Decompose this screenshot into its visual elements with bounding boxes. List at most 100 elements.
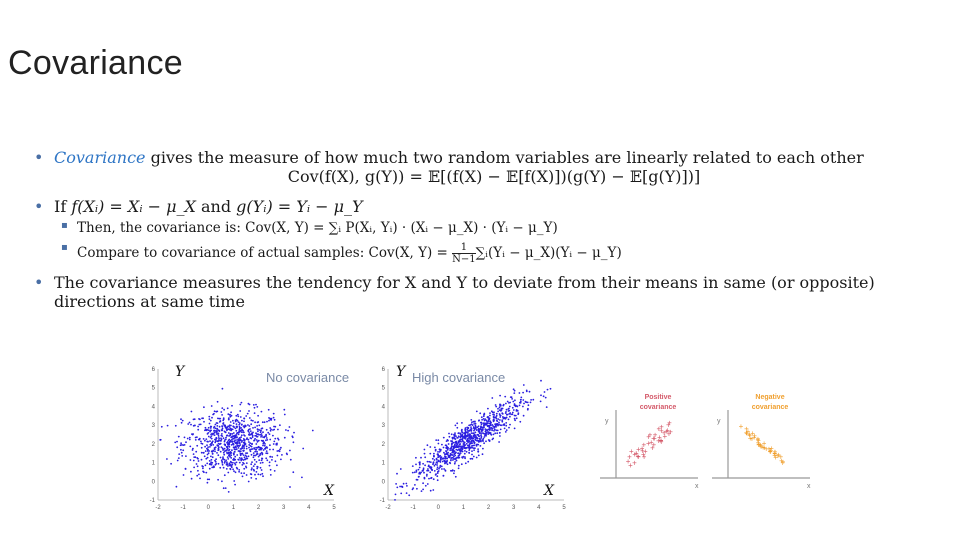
positive-cross: + [665, 426, 670, 435]
scatter-point [215, 430, 217, 433]
scatter-point [224, 424, 227, 427]
scatter-point [229, 433, 232, 436]
scatter-point [238, 427, 241, 430]
scatter-point [487, 407, 489, 410]
scatter-point [192, 418, 195, 421]
scatter-point [458, 452, 460, 455]
scatter-point [495, 412, 498, 415]
scatter-point [239, 438, 242, 441]
scatter-point [480, 433, 483, 435]
scatter-point [474, 420, 476, 423]
scatter-point [250, 423, 253, 426]
scatter-point [236, 441, 239, 443]
scatter-point [436, 468, 438, 471]
negative-label-2: covariance [752, 404, 789, 411]
scatter-point [493, 429, 495, 432]
scatter-point [291, 436, 294, 439]
negative-cross: + [739, 422, 744, 431]
scatter-point [471, 457, 473, 460]
scatter-point [244, 443, 246, 446]
scatter-point [433, 452, 435, 455]
scatter-point [467, 430, 469, 432]
positive-cross: + [664, 427, 669, 436]
scatter-point [292, 471, 295, 474]
scatter-point [210, 463, 213, 466]
scatter-point [491, 397, 494, 399]
scatter-point [226, 463, 229, 466]
scatter-point [433, 470, 436, 472]
negative-label-1: Negative [755, 394, 784, 401]
scatter-point [497, 418, 500, 420]
scatter-point [202, 470, 204, 473]
scatter-point [502, 417, 505, 420]
scatter-point [525, 401, 528, 404]
scatter-point [477, 439, 480, 442]
scatter-point [503, 423, 506, 426]
scatter-point [436, 472, 439, 474]
scatter-point [198, 437, 201, 440]
scatter-point [229, 455, 231, 458]
scatter-point [504, 417, 507, 420]
scatter-point [269, 468, 272, 471]
scatter-point [467, 460, 470, 463]
scatter-point [468, 452, 471, 454]
scatter-point [160, 425, 163, 428]
scatter-point [233, 458, 236, 461]
negative-cross: + [758, 441, 763, 450]
scatter-point [201, 465, 204, 467]
bullet-definition: Covariance gives the measure of how much… [34, 148, 934, 167]
scatter-point [237, 447, 240, 449]
scatter-point [235, 425, 238, 428]
scatter-point [251, 442, 253, 445]
scatter-point [180, 421, 183, 424]
scatter-point [230, 414, 233, 417]
scatter-point [235, 436, 237, 439]
scatter-point [200, 446, 203, 449]
scatter-point [203, 455, 206, 458]
scatter-point [232, 461, 234, 464]
no-covariance-plot: -2 -1 0 1 2 3 4 5 -1 0 1 2 3 4 5 6 [148, 365, 338, 511]
scatter-point [234, 420, 237, 423]
scatter-point [232, 419, 234, 422]
scatter-point [192, 433, 194, 435]
negative-cross: + [773, 449, 778, 458]
scatter-point [268, 417, 270, 419]
scatter-point [423, 452, 426, 455]
scatter-point [214, 423, 217, 426]
scatter-point [467, 437, 470, 439]
scatter-point [455, 435, 457, 438]
scatter-point [176, 446, 179, 449]
scatter-point [549, 387, 552, 390]
scatter-point [489, 420, 491, 423]
scatter-point [302, 447, 305, 450]
scatter-point [221, 425, 223, 427]
scatter-point [255, 461, 258, 463]
scatter-point [522, 399, 525, 401]
scatter-point [209, 425, 212, 428]
scatter-point [216, 427, 219, 430]
scatter-point [204, 439, 206, 442]
scatter-point [208, 450, 210, 452]
negative-cross: + [779, 456, 784, 465]
scatter-point [543, 391, 546, 393]
positive-y-label: y [605, 418, 609, 425]
positive-cross: + [651, 434, 656, 443]
scatter-point [185, 441, 187, 444]
scatter-point [197, 428, 200, 431]
y-tick-label: -1 [150, 498, 156, 504]
negative-cross: + [772, 451, 777, 460]
scatter-point [483, 436, 486, 438]
scatter-point [254, 421, 256, 424]
scatter-point [212, 444, 215, 446]
scatter-point [250, 463, 253, 466]
if-text: If [54, 197, 72, 217]
scatter-point [200, 440, 202, 443]
scatter-point [513, 392, 516, 394]
scatter-point [182, 474, 185, 476]
scatter-point [423, 448, 426, 451]
positive-cross: + [641, 440, 646, 449]
scatter-point [450, 442, 453, 445]
scatter-point [217, 436, 220, 438]
scatter-point [433, 464, 436, 467]
scatter-point [255, 432, 257, 435]
